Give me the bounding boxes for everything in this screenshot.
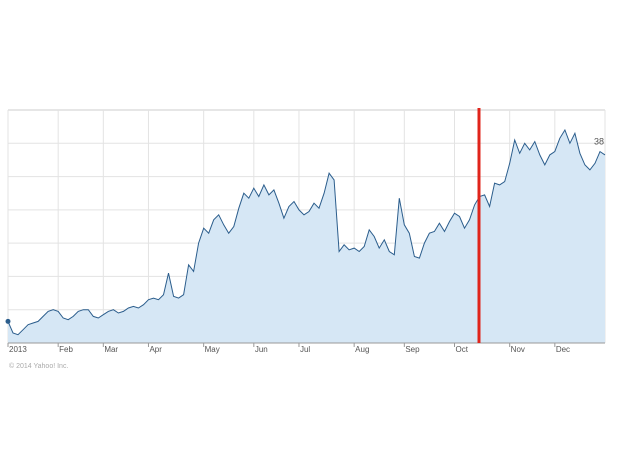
x-tick-label: Nov bbox=[511, 345, 525, 354]
x-tick-label: Feb bbox=[59, 345, 73, 354]
copyright: © 2014 Yahoo! Inc. bbox=[9, 362, 68, 370]
x-tick-label: Dec bbox=[556, 345, 570, 354]
area bbox=[8, 130, 605, 343]
x-tick-label: Aug bbox=[355, 345, 369, 354]
x-tick-label: Mar bbox=[104, 345, 118, 354]
x-tick-label: May bbox=[205, 345, 220, 354]
x-tick-label: Oct bbox=[455, 345, 468, 354]
x-tick-label: Jul bbox=[300, 345, 310, 354]
plot bbox=[5, 128, 606, 344]
price-line bbox=[7, 128, 606, 336]
x-tick-label: Sep bbox=[405, 345, 420, 354]
x-tick-label: Apr bbox=[149, 345, 162, 354]
y-tick-label: 38 bbox=[594, 137, 604, 147]
start-point bbox=[5, 318, 11, 324]
x-tick-label: 2013 bbox=[9, 345, 27, 354]
x-tick-label: Jun bbox=[255, 345, 268, 354]
